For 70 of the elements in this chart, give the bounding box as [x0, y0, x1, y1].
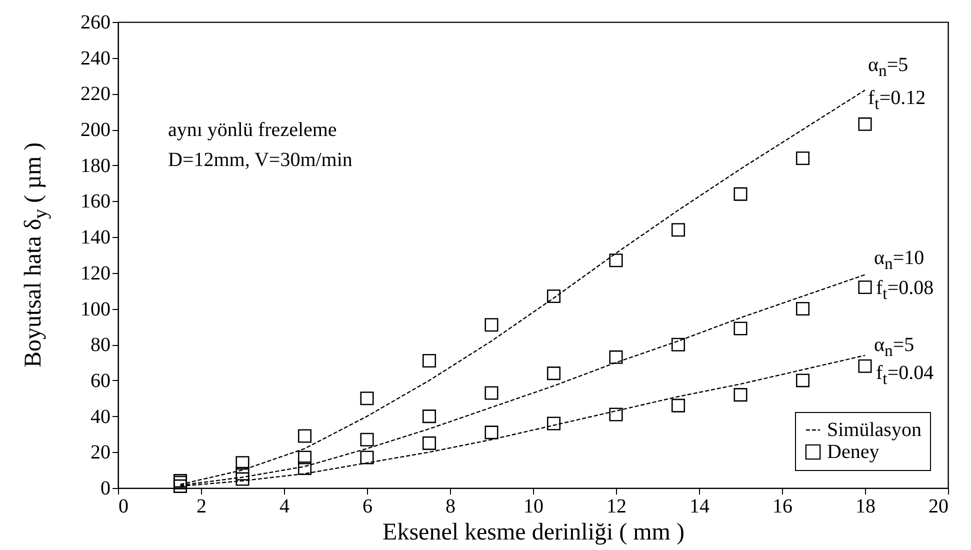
- point: [671, 338, 686, 352]
- x-tick-label: 6: [362, 496, 372, 518]
- point: [422, 436, 436, 450]
- y-tick-label: 180: [80, 154, 110, 177]
- x-tick-label: 8: [446, 496, 456, 518]
- point: [609, 408, 623, 422]
- point: [796, 302, 810, 316]
- point: [858, 280, 872, 294]
- point: [858, 117, 872, 131]
- x-tick-label: 14: [690, 496, 710, 518]
- point: [173, 479, 188, 493]
- point: [734, 388, 748, 402]
- y-tick-label: 160: [80, 190, 110, 213]
- point: [671, 223, 686, 237]
- y-tick-label: 260: [80, 12, 110, 34]
- y-tick-label: 20: [90, 442, 110, 464]
- point: [858, 359, 872, 373]
- y-tick-label: 220: [80, 83, 110, 106]
- point: [236, 456, 250, 470]
- point: [734, 322, 748, 336]
- x-tick-label: 0: [118, 496, 128, 518]
- y-tick-label: 200: [80, 119, 110, 142]
- legend-label: Deney: [827, 441, 880, 463]
- x-tick-label: 2: [196, 496, 206, 518]
- point: [796, 374, 810, 388]
- x-tick-label: 10: [524, 496, 544, 518]
- annotation: α$_{n}$=10: [874, 247, 924, 273]
- point: [360, 450, 374, 464]
- point: [298, 462, 312, 476]
- annotation: f$_{t}$=0.08: [876, 277, 934, 303]
- x-axis-title: Eksenel kesme derinliği ( mm ): [382, 520, 684, 546]
- x-tick-label: 18: [856, 496, 876, 518]
- annotation: α$_{n}$=5: [874, 334, 914, 360]
- annotation: D=12mm, V=30m/min: [168, 149, 352, 171]
- y-tick-label: 0: [100, 478, 110, 500]
- point: [609, 254, 623, 268]
- point: [298, 429, 312, 443]
- x-tick-label: 16: [772, 496, 792, 518]
- x-tick-label: 4: [280, 496, 290, 518]
- x-tick-label: 20: [928, 496, 948, 518]
- point: [360, 392, 374, 406]
- y-tick-label: 140: [80, 226, 110, 249]
- point: [484, 426, 498, 440]
- point: [236, 466, 250, 480]
- y-tick-label: 80: [90, 334, 110, 356]
- y-tick-label: 60: [90, 370, 110, 392]
- point: [236, 472, 250, 486]
- point: [422, 410, 436, 424]
- x-tick-label: 12: [606, 496, 626, 518]
- point: [546, 289, 561, 303]
- point: [484, 386, 498, 400]
- point: [484, 318, 498, 332]
- annotation: f$_{t}$=0.12: [868, 87, 926, 113]
- legend-label: Simülasyon: [827, 419, 922, 441]
- y-tick-label: 100: [80, 298, 110, 320]
- point: [609, 350, 623, 364]
- point: [422, 354, 436, 368]
- annotation: α$_{n}$=5: [868, 54, 908, 80]
- point: [734, 187, 748, 201]
- point: [796, 151, 810, 165]
- annotation: aynı yönlü frezeleme: [168, 119, 337, 141]
- point: [671, 398, 686, 412]
- y-tick-label: 40: [90, 406, 110, 428]
- y-tick-label: 240: [80, 47, 110, 70]
- y-tick-label: 120: [80, 262, 110, 284]
- point: [546, 416, 561, 430]
- point: [360, 432, 374, 446]
- point: [546, 366, 561, 380]
- point: [298, 450, 312, 464]
- annotation: f$_{t}$=0.04: [876, 362, 934, 388]
